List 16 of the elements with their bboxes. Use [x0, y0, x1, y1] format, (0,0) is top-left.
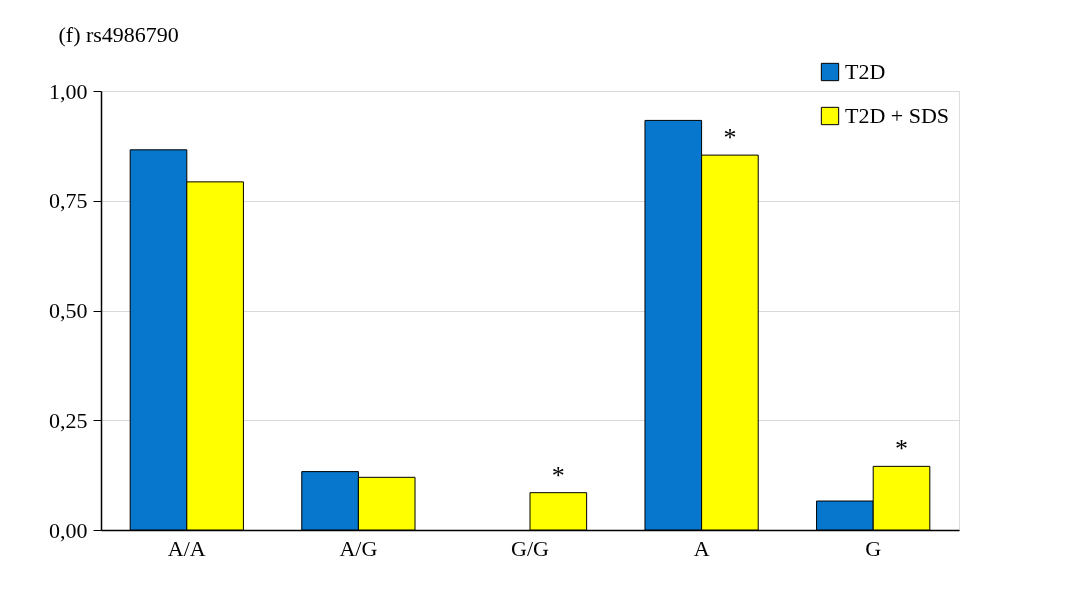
y-tick-label: 1,00 [49, 78, 88, 104]
annotation: * [551, 460, 565, 490]
x-tick-label: A/G [339, 535, 378, 561]
y-tick-label: 0,50 [49, 298, 88, 323]
annotation: * [895, 434, 909, 464]
y-tick-label: 0,75 [49, 188, 88, 214]
legend-label: T2D + SDS [845, 103, 950, 128]
y-tick-label: 0,25 [49, 407, 88, 433]
chart-title: (f) rs4986790 [58, 22, 179, 47]
annotation: * [723, 123, 737, 153]
x-tick-label: G/G [511, 535, 550, 561]
legend-label: T2D [845, 59, 886, 84]
y-tick-label: 0,00 [49, 517, 88, 543]
x-tick-label: A/A [167, 535, 206, 561]
x-tick-label: A [693, 535, 710, 561]
x-tick-label: G [865, 535, 882, 561]
